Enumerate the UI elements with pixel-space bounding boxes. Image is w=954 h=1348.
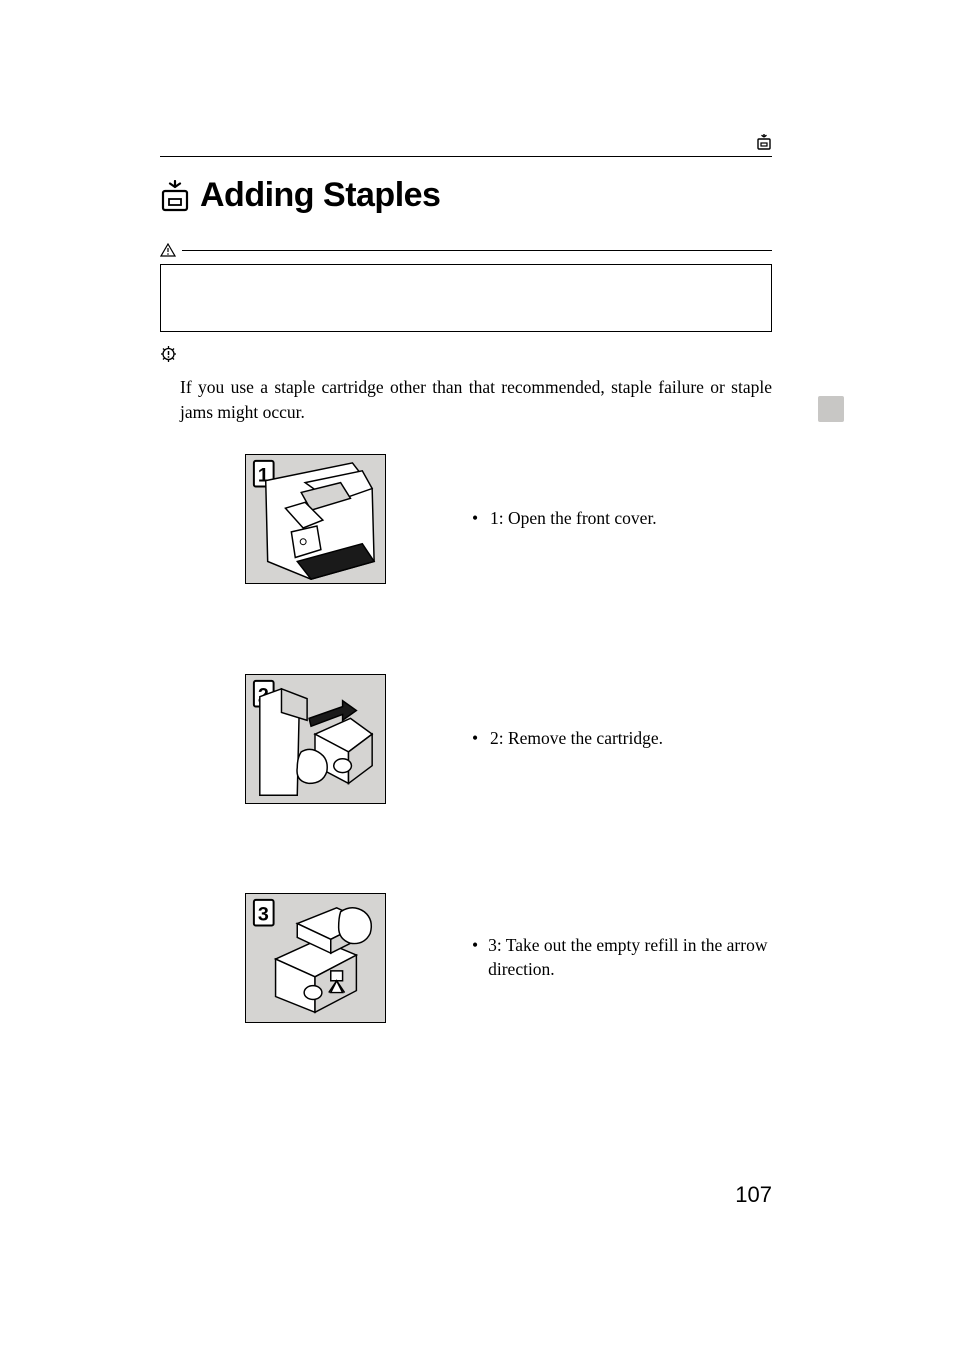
caution-box xyxy=(160,264,772,332)
side-tab xyxy=(818,396,844,422)
bullet-icon: • xyxy=(472,507,482,531)
warning-triangle-icon xyxy=(160,243,176,257)
important-body: If you use a staple cartridge other than… xyxy=(180,375,772,424)
step-3-number: 3 xyxy=(258,904,269,926)
important-gear-icon xyxy=(160,345,177,363)
step-1-illustration: 1 xyxy=(245,454,386,584)
step-2-text-col: • 2: Remove the cartridge. xyxy=(472,727,772,751)
staple-supply-header-icon xyxy=(756,133,772,151)
step-1-bullet: • 1: Open the front cover. xyxy=(472,507,772,531)
step-3-text: 3: Take out the empty refill in the arro… xyxy=(488,934,772,981)
header-rule xyxy=(160,156,772,157)
step-1-text: 1: Open the front cover. xyxy=(490,507,657,531)
step-3: 3 xyxy=(245,893,772,1023)
page: Adding Staples If you use a staple cartr… xyxy=(0,0,954,1348)
step-2-text: 2: Remove the cartridge. xyxy=(490,727,663,751)
step-3-bullet: • 3: Take out the empty refill in the ar… xyxy=(472,934,772,981)
step-1: 1 • 1: Open the front cover. xyxy=(245,454,772,584)
staple-supply-icon xyxy=(160,180,190,212)
step-2-bullet: • 2: Remove the cartridge. xyxy=(472,727,772,751)
step-3-text-col: • 3: Take out the empty refill in the ar… xyxy=(472,934,772,981)
step-1-text-col: • 1: Open the front cover. xyxy=(472,507,772,531)
caution-heading-row xyxy=(160,243,772,257)
caution-rule xyxy=(182,250,772,251)
page-title: Adding Staples xyxy=(200,176,440,215)
page-title-row: Adding Staples xyxy=(160,176,440,215)
page-number: 107 xyxy=(735,1182,772,1208)
bullet-icon: • xyxy=(472,934,480,981)
step-2-illustration: 2 xyxy=(245,674,386,804)
step-2: 2 • 2: Remove the car xyxy=(245,674,772,804)
step-3-illustration: 3 xyxy=(245,893,386,1023)
header-row xyxy=(160,133,772,151)
bullet-icon: • xyxy=(472,727,482,751)
